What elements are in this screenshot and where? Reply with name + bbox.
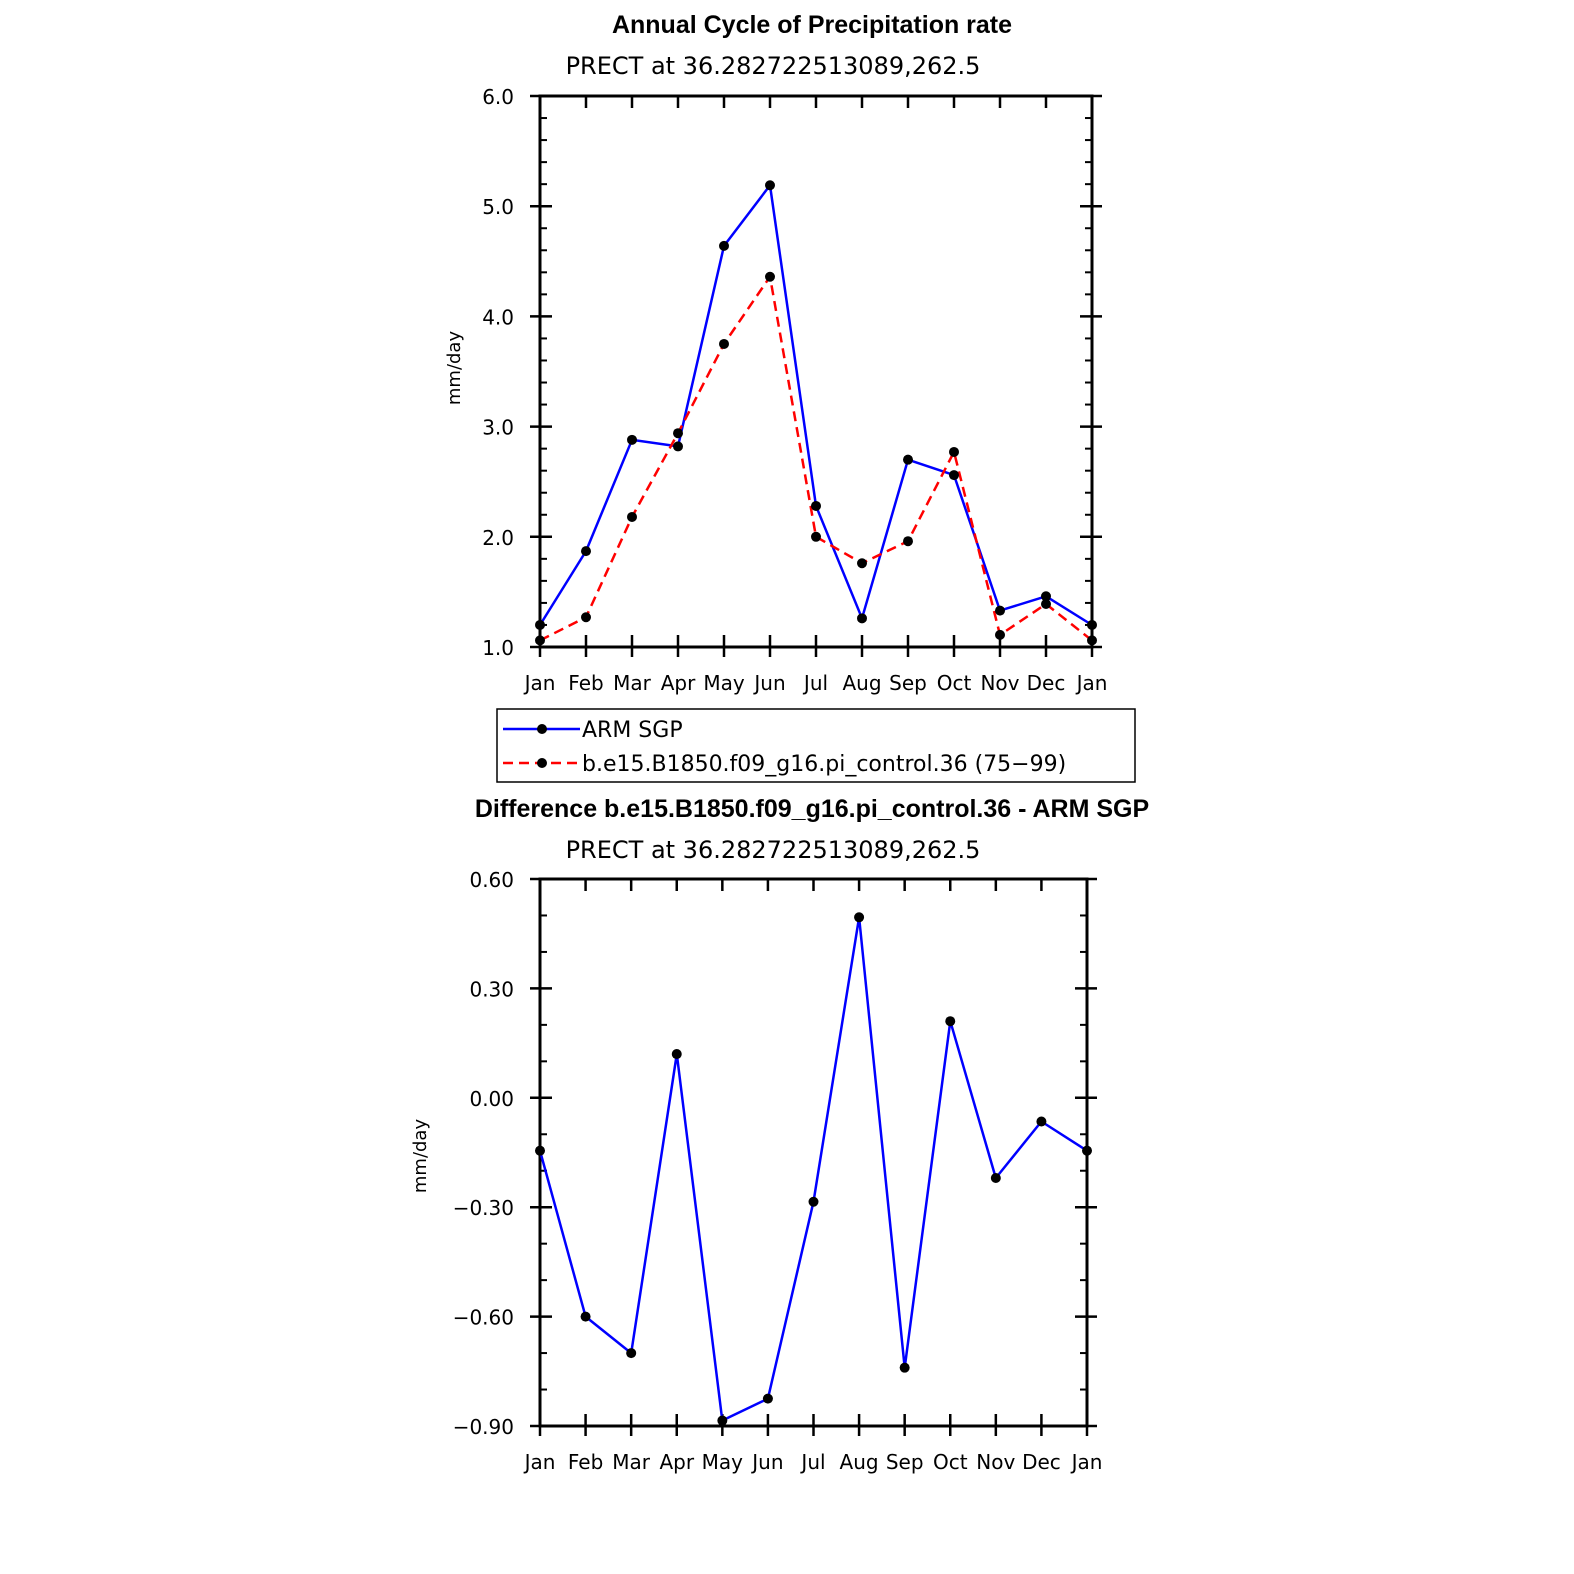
legend: ARM SGP b.e15.B1850.f09_g16.pi_control.3…	[496, 708, 1136, 783]
y-tick-label: 0.00	[469, 1087, 514, 1111]
series-0-point	[899, 1362, 910, 1373]
legend-label-model: b.e15.B1850.f09_g16.pi_control.36 (75−99…	[582, 752, 1066, 777]
chart-title: Annual Cycle of Precipitation rate	[612, 11, 1012, 39]
series-0-point	[626, 1348, 637, 1359]
x-tick-label: Jan	[1075, 671, 1108, 695]
series-0-point	[673, 441, 683, 452]
series-0-point	[581, 546, 591, 557]
series-0-point	[1041, 591, 1051, 602]
x-tick-label: Apr	[661, 671, 696, 695]
y-tick-label: 1.0	[482, 636, 514, 660]
y-tick-label: 5.0	[482, 195, 514, 219]
legend-box	[496, 708, 1136, 783]
series-1-point	[581, 612, 591, 623]
y-axis-label: mm/day	[444, 331, 465, 406]
series-0-point	[808, 1196, 819, 1207]
series-1-point	[673, 428, 683, 439]
x-tick-label: Jun	[752, 671, 785, 695]
x-tick-label: Mar	[612, 1450, 651, 1474]
chart-title: Difference b.e15.B1850.f09_g16.pi_contro…	[475, 795, 1149, 823]
series-1-point	[995, 629, 1005, 640]
x-tick-label: Aug	[842, 671, 881, 695]
x-tick-label: Feb	[568, 1450, 603, 1474]
y-tick-label: −0.60	[453, 1306, 514, 1330]
x-tick-label: Dec	[1022, 1450, 1061, 1474]
series-0-point	[811, 500, 821, 511]
series-0-point	[903, 454, 913, 465]
legend-label-arm-sgp: ARM SGP	[582, 718, 683, 743]
legend-marker-arm-sgp	[537, 724, 547, 734]
x-tick-label: May	[702, 1450, 744, 1474]
x-tick-label: May	[703, 671, 745, 695]
x-tick-label: Nov	[980, 671, 1019, 695]
x-tick-label: Mar	[613, 671, 652, 695]
y-tick-label: 4.0	[482, 305, 514, 329]
series-0-point	[1087, 619, 1097, 630]
x-tick-label: Apr	[659, 1450, 694, 1474]
series-1-point	[949, 446, 959, 457]
series-1-point	[857, 558, 867, 569]
y-tick-label: 0.60	[469, 868, 514, 892]
x-tick-label: Aug	[840, 1450, 879, 1474]
series-1-point	[1087, 635, 1097, 646]
x-tick-label: Feb	[568, 671, 603, 695]
series-1-point	[535, 635, 545, 646]
series-0-point	[945, 1016, 956, 1027]
chart-subtitle: PRECT at 36.282722513089,262.5	[566, 836, 981, 864]
plot-frame	[538, 94, 1094, 649]
x-tick-label: Oct	[937, 671, 972, 695]
series-1-point	[627, 511, 637, 522]
annual-cycle-chart: Annual Cycle of Precipitation rate PRECT…	[444, 11, 1107, 695]
series-0-point	[627, 434, 637, 445]
series-0-point	[990, 1173, 1001, 1184]
difference-chart: Difference b.e15.B1850.f09_g16.pi_contro…	[410, 795, 1149, 1474]
y-tick-label: 0.30	[469, 977, 514, 1001]
legend-marker-model	[537, 758, 547, 768]
y-axis-label: mm/day	[410, 1119, 431, 1194]
x-tick-label: Nov	[976, 1450, 1015, 1474]
series-0-point	[1036, 1116, 1047, 1127]
series-1-point	[811, 531, 821, 542]
x-tick-label: Jul	[802, 671, 828, 695]
series-line-0	[538, 184, 1093, 627]
x-tick-label: Jan	[523, 671, 556, 695]
series-0-point	[719, 240, 729, 251]
series-0-point	[854, 912, 865, 923]
series-0-point	[1082, 1145, 1092, 1156]
x-tick-label: Oct	[933, 1450, 968, 1474]
x-tick-label: Sep	[886, 1450, 924, 1474]
x-tick-label: Jan	[523, 1450, 556, 1474]
series-1-point	[765, 271, 775, 282]
series-1-point	[1041, 599, 1051, 610]
series-0-point	[671, 1049, 682, 1060]
series-0-point	[765, 180, 775, 191]
series-line-1	[539, 275, 1093, 642]
x-tick-label: Jun	[750, 1450, 783, 1474]
series-0-point	[717, 1415, 728, 1426]
y-tick-label: 6.0	[482, 85, 514, 109]
series-1-point	[719, 338, 729, 349]
series-0-point	[762, 1393, 773, 1404]
series-0-point	[857, 613, 867, 624]
x-tick-label: Dec	[1027, 671, 1066, 695]
series-1-point	[903, 536, 913, 547]
y-tick-label: 2.0	[482, 526, 514, 550]
chart-subtitle: PRECT at 36.282722513089,262.5	[566, 52, 981, 80]
y-tick-label: −0.30	[453, 1196, 514, 1220]
y-tick-label: 3.0	[482, 416, 514, 440]
series-0-point	[535, 619, 545, 630]
series-0-point	[995, 605, 1005, 616]
x-tick-label: Jan	[1070, 1450, 1103, 1474]
plot-frame	[538, 877, 1089, 1428]
series-line-0	[538, 916, 1088, 1422]
y-tick-label: −0.90	[453, 1415, 514, 1439]
x-tick-label: Jul	[799, 1450, 825, 1474]
series-0-point	[580, 1311, 591, 1322]
series-0-point	[535, 1145, 545, 1156]
series-0-point	[949, 470, 959, 481]
x-tick-label: Sep	[889, 671, 927, 695]
